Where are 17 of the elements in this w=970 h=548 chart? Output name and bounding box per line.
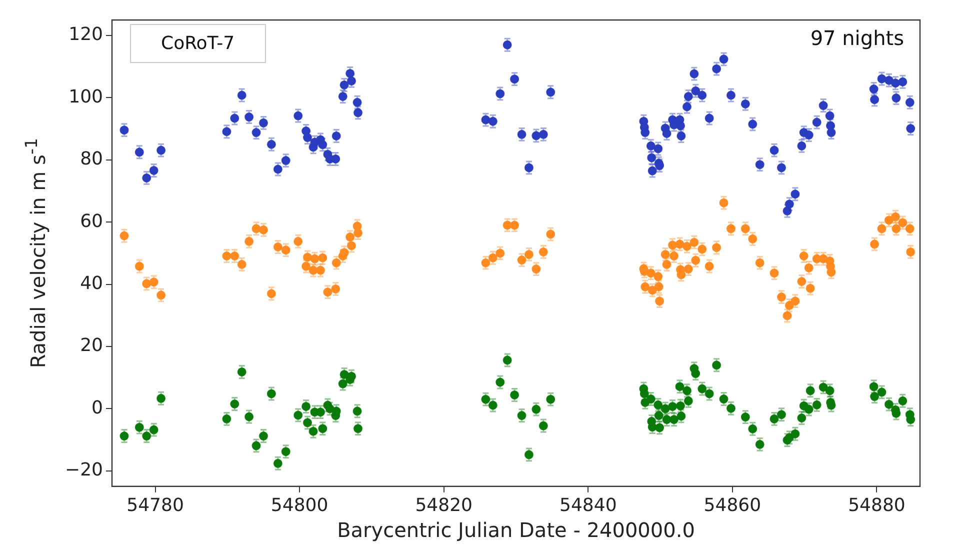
y-tick-label: 20 xyxy=(80,335,103,356)
y-tick-label: 120 xyxy=(68,24,103,46)
x-tick-label: 54880 xyxy=(848,494,906,516)
y-tick-label: 40 xyxy=(80,272,103,294)
y-tick-label: 60 xyxy=(80,210,103,232)
label-frame: CoRoT-7 xyxy=(130,24,266,63)
y-tick-label: 80 xyxy=(80,148,103,170)
y-tick-label: −20 xyxy=(64,460,103,481)
x-tick-label: 54800 xyxy=(270,494,328,516)
x-tick-label: 54840 xyxy=(560,494,617,516)
y-tick-label: 100 xyxy=(68,86,103,108)
annotation: 97 nights xyxy=(810,26,904,50)
x-tick-label: 54780 xyxy=(126,494,184,516)
x-axis-title: Barycentric Julian Date - 2400000.0 xyxy=(337,518,695,542)
x-tick-label: 54860 xyxy=(704,494,762,516)
x-tick-label: 54820 xyxy=(415,494,472,516)
y-tick-label: 0 xyxy=(92,397,103,418)
